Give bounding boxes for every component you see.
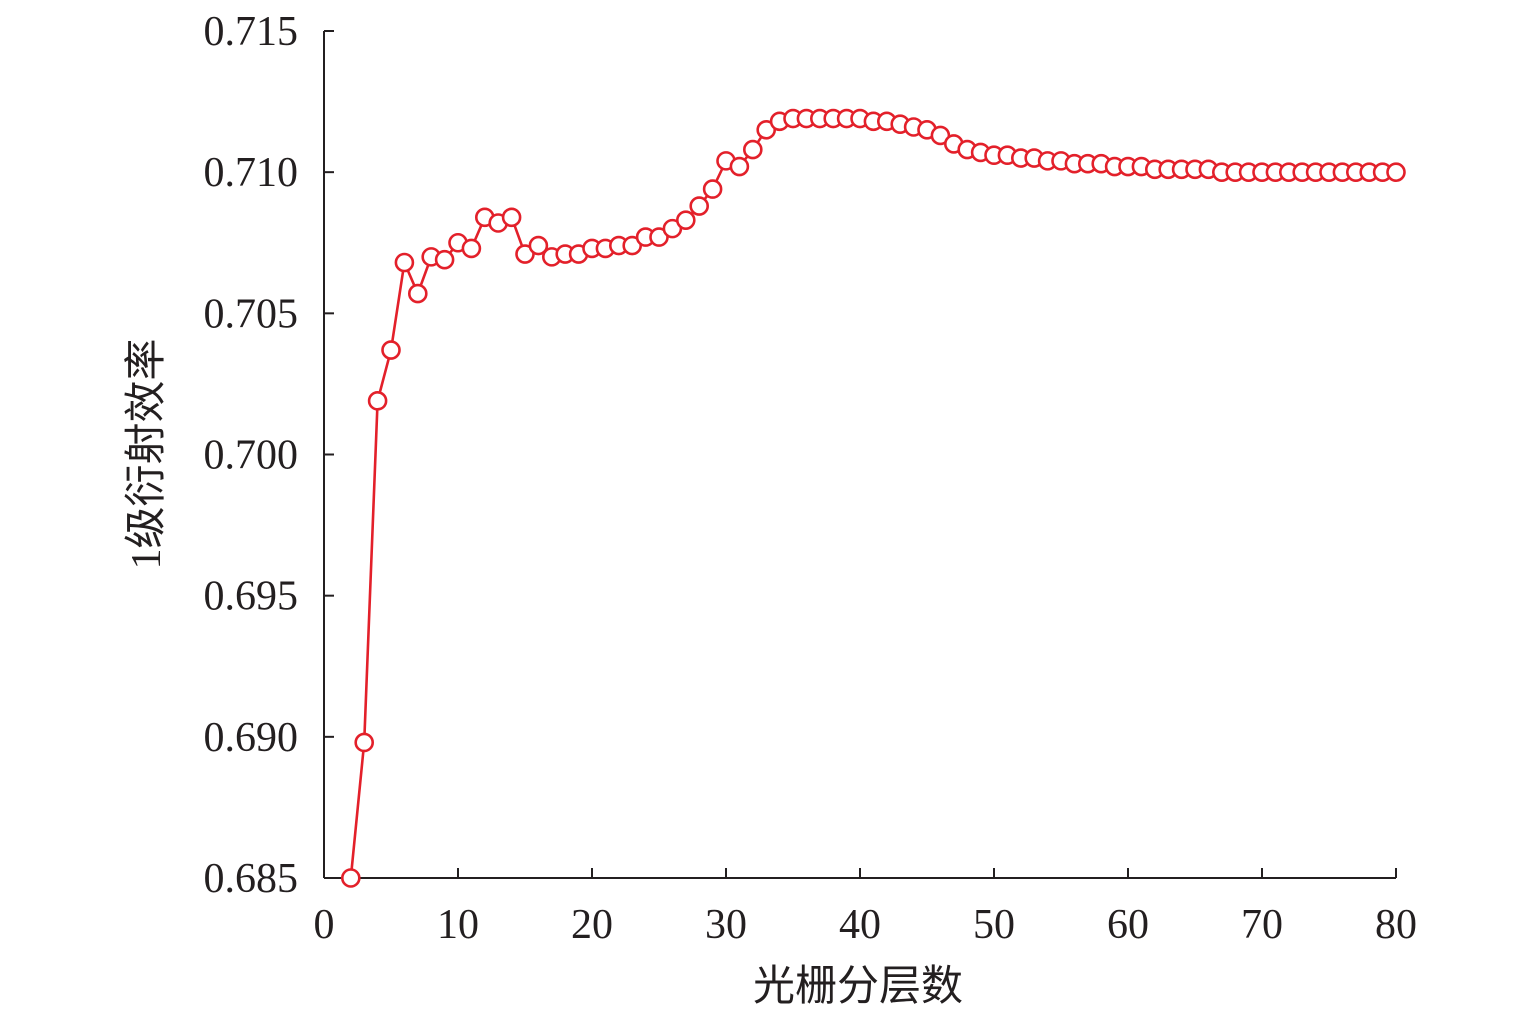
data-point xyxy=(1386,162,1406,182)
data-point xyxy=(689,196,710,216)
x-axis-title: 光栅分层数 xyxy=(753,964,963,1010)
y-axis-title: 1级衍射效率 xyxy=(123,338,170,569)
y-axis-ticks: 0.685 0.690 0.695 0.700 0.705 0.710 0.715 xyxy=(204,9,334,902)
y-tick-label: 0.695 xyxy=(204,574,299,620)
series-group xyxy=(340,108,1406,888)
x-tick-label: 10 xyxy=(437,902,479,948)
data-point xyxy=(528,235,549,256)
data-point xyxy=(501,207,522,228)
x-tick-label: 30 xyxy=(705,902,747,948)
data-point xyxy=(394,252,415,273)
y-tick-label: 0.685 xyxy=(204,856,299,902)
x-tick-label: 80 xyxy=(1375,902,1417,948)
data-point xyxy=(407,283,428,304)
x-tick-label: 70 xyxy=(1241,902,1283,948)
data-point xyxy=(354,732,375,753)
y-tick-label: 0.715 xyxy=(204,9,299,55)
x-axis-ticks: 0 10 20 30 40 50 60 70 80 xyxy=(314,868,1417,948)
x-tick-label: 40 xyxy=(839,902,881,948)
data-point xyxy=(461,238,482,259)
series-line xyxy=(349,117,1396,879)
data-point xyxy=(381,340,401,360)
data-point xyxy=(434,249,455,270)
x-tick-label: 0 xyxy=(314,902,335,948)
x-tick-label: 60 xyxy=(1107,902,1149,948)
data-point xyxy=(742,139,763,160)
y-tick-label: 0.705 xyxy=(204,291,299,337)
data-point xyxy=(702,179,723,199)
y-tick-label: 0.690 xyxy=(204,715,299,761)
y-tick-label: 0.710 xyxy=(204,150,299,196)
x-tick-label: 50 xyxy=(973,902,1015,948)
data-point xyxy=(340,868,361,888)
y-tick-label: 0.700 xyxy=(204,433,299,479)
data-point xyxy=(675,210,696,230)
data-point xyxy=(729,156,750,177)
chart-axes xyxy=(323,31,1396,879)
x-tick-label: 20 xyxy=(571,902,613,948)
data-point xyxy=(367,391,388,411)
